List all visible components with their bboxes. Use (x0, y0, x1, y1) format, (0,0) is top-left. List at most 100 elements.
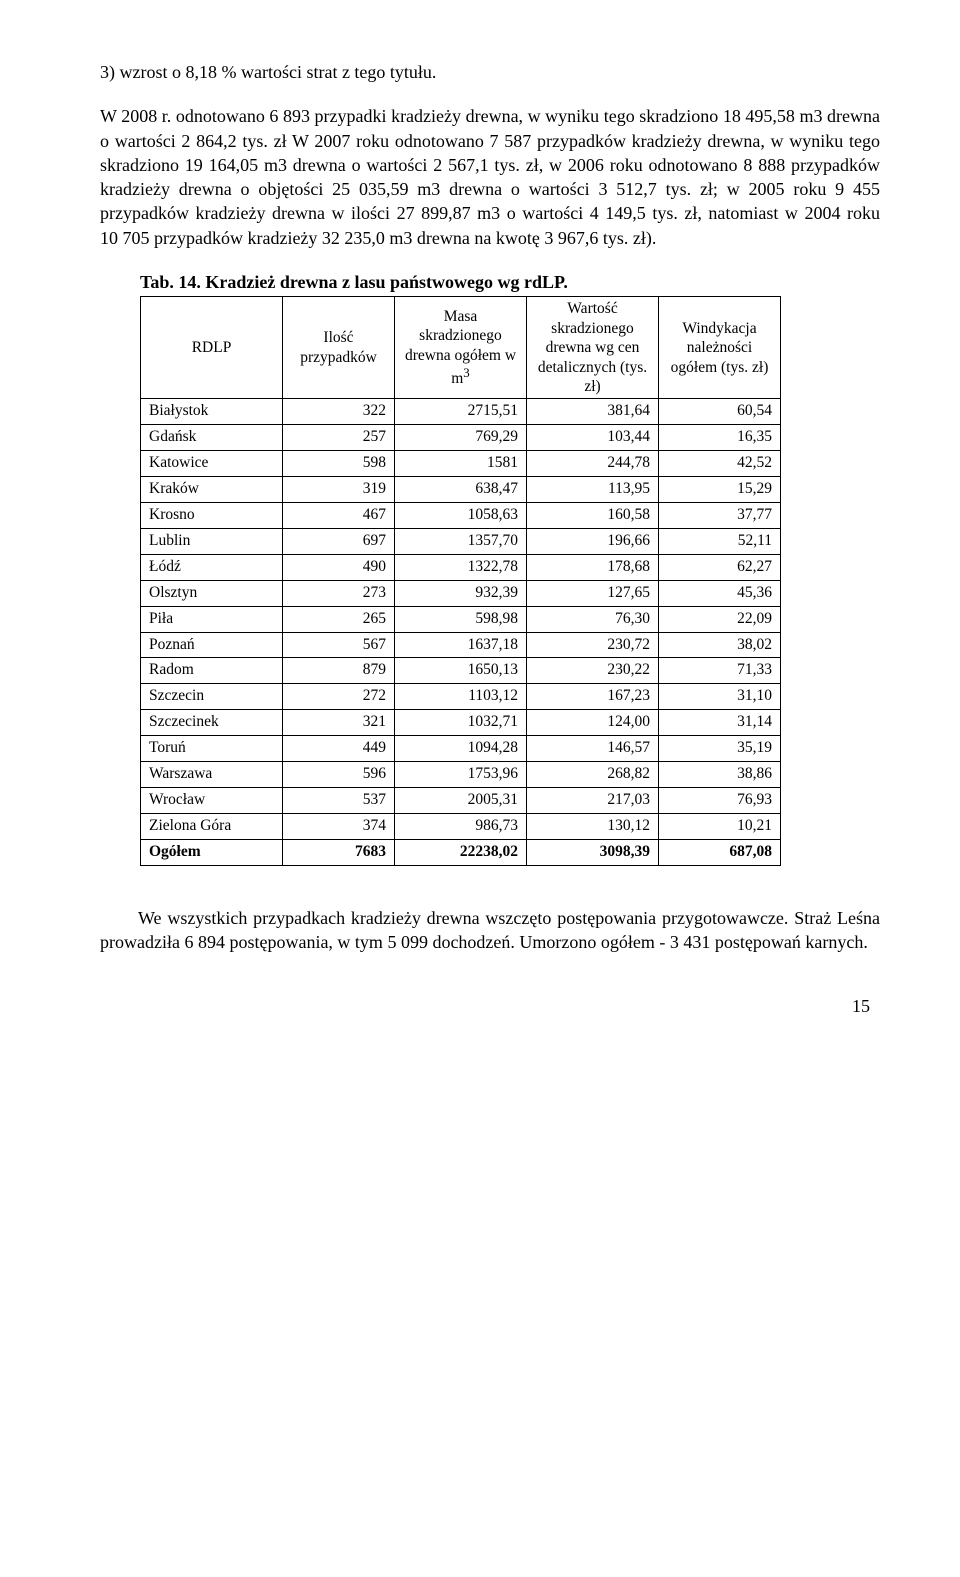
th-mass: Masa skradzionego drewna ogółem w m3 (395, 297, 527, 399)
cell-wind: 35,19 (659, 736, 781, 762)
cell-cases: 272 (283, 684, 395, 710)
cell-cases: 567 (283, 632, 395, 658)
cell-wind: 42,52 (659, 451, 781, 477)
table-title: Tab. 14. Kradzież drewna z lasu państwow… (140, 270, 880, 294)
table-row: Katowice5981581244,7842,52 (141, 451, 781, 477)
cell-value: 160,58 (527, 502, 659, 528)
cell-cases: 537 (283, 788, 395, 814)
cell-value: 113,95 (527, 477, 659, 503)
th-wind: Windykacja należności ogółem (tys. zł) (659, 297, 781, 399)
cell-mass: 2715,51 (395, 399, 527, 425)
cell-mass: 598,98 (395, 606, 527, 632)
cell-name: Wrocław (141, 788, 283, 814)
cell-name: Lublin (141, 528, 283, 554)
paragraph-main: W 2008 r. odnotowano 6 893 przypadki kra… (100, 104, 880, 250)
table-row: Piła265598,9876,3022,09 (141, 606, 781, 632)
cell-wind: 31,10 (659, 684, 781, 710)
table-row: Gdańsk257769,29103,4416,35 (141, 425, 781, 451)
cell-value: 130,12 (527, 814, 659, 840)
cell-cases: 490 (283, 554, 395, 580)
th-rdlp: RDLP (141, 297, 283, 399)
cell-mass: 986,73 (395, 814, 527, 840)
cell-wind: 52,11 (659, 528, 781, 554)
cell-value: 3098,39 (527, 839, 659, 865)
cell-name: Gdańsk (141, 425, 283, 451)
cell-cases: 322 (283, 399, 395, 425)
table-row: Krosno4671058,63160,5837,77 (141, 502, 781, 528)
cell-wind: 38,02 (659, 632, 781, 658)
cell-mass: 932,39 (395, 580, 527, 606)
cell-cases: 596 (283, 762, 395, 788)
cell-wind: 71,33 (659, 658, 781, 684)
page-number: 15 (100, 994, 880, 1018)
cell-mass: 1357,70 (395, 528, 527, 554)
cell-wind: 15,29 (659, 477, 781, 503)
cell-mass: 1103,12 (395, 684, 527, 710)
cell-value: 230,72 (527, 632, 659, 658)
th-value: Wartość skradzionego drewna wg cen detal… (527, 297, 659, 399)
table-row: Wrocław5372005,31217,0376,93 (141, 788, 781, 814)
cell-mass: 1032,71 (395, 710, 527, 736)
cell-mass: 1058,63 (395, 502, 527, 528)
cell-mass: 1753,96 (395, 762, 527, 788)
table-row: Kraków319638,47113,9515,29 (141, 477, 781, 503)
table-row: Poznań5671637,18230,7238,02 (141, 632, 781, 658)
cell-mass: 769,29 (395, 425, 527, 451)
cell-cases: 7683 (283, 839, 395, 865)
cell-wind: 45,36 (659, 580, 781, 606)
cell-cases: 265 (283, 606, 395, 632)
cell-mass: 1650,13 (395, 658, 527, 684)
cell-mass: 1094,28 (395, 736, 527, 762)
cell-cases: 273 (283, 580, 395, 606)
paragraph-bottom: We wszystkich przypadkach kradzieży drew… (100, 906, 880, 955)
cell-wind: 16,35 (659, 425, 781, 451)
cell-name: Piła (141, 606, 283, 632)
cell-name: Szczecin (141, 684, 283, 710)
cell-name: Zielona Góra (141, 814, 283, 840)
cell-value: 381,64 (527, 399, 659, 425)
table-row: Szczecinek3211032,71124,0031,14 (141, 710, 781, 736)
cell-value: 124,00 (527, 710, 659, 736)
table-row-total: Ogółem768322238,023098,39687,08 (141, 839, 781, 865)
table-row: Lublin6971357,70196,6652,11 (141, 528, 781, 554)
cell-value: 76,30 (527, 606, 659, 632)
cell-mass: 1581 (395, 451, 527, 477)
cell-mass: 1637,18 (395, 632, 527, 658)
table-row: Białystok3222715,51381,6460,54 (141, 399, 781, 425)
cell-value: 230,22 (527, 658, 659, 684)
cell-name: Poznań (141, 632, 283, 658)
cell-name: Warszawa (141, 762, 283, 788)
cell-cases: 598 (283, 451, 395, 477)
cell-cases: 374 (283, 814, 395, 840)
cell-wind: 60,54 (659, 399, 781, 425)
table-row: Łódź4901322,78178,6862,27 (141, 554, 781, 580)
cell-cases: 467 (283, 502, 395, 528)
cell-name: Łódź (141, 554, 283, 580)
cell-value: 127,65 (527, 580, 659, 606)
paragraph-point-3: 3) wzrost o 8,18 % wartości strat z tego… (100, 60, 880, 84)
cell-value: 244,78 (527, 451, 659, 477)
cell-name: Toruń (141, 736, 283, 762)
cell-mass: 638,47 (395, 477, 527, 503)
table-row: Radom8791650,13230,2271,33 (141, 658, 781, 684)
table-row: Zielona Góra374986,73130,1210,21 (141, 814, 781, 840)
cell-wind: 31,14 (659, 710, 781, 736)
cell-wind: 687,08 (659, 839, 781, 865)
cell-name: Olsztyn (141, 580, 283, 606)
cell-cases: 321 (283, 710, 395, 736)
cell-name: Radom (141, 658, 283, 684)
cell-mass: 22238,02 (395, 839, 527, 865)
cell-wind: 37,77 (659, 502, 781, 528)
cell-cases: 319 (283, 477, 395, 503)
cell-value: 146,57 (527, 736, 659, 762)
cell-value: 217,03 (527, 788, 659, 814)
cell-cases: 879 (283, 658, 395, 684)
cell-value: 268,82 (527, 762, 659, 788)
cell-cases: 697 (283, 528, 395, 554)
table-row: Warszawa5961753,96268,8238,86 (141, 762, 781, 788)
cell-value: 178,68 (527, 554, 659, 580)
cell-cases: 449 (283, 736, 395, 762)
cell-wind: 22,09 (659, 606, 781, 632)
cell-mass: 1322,78 (395, 554, 527, 580)
cell-wind: 10,21 (659, 814, 781, 840)
